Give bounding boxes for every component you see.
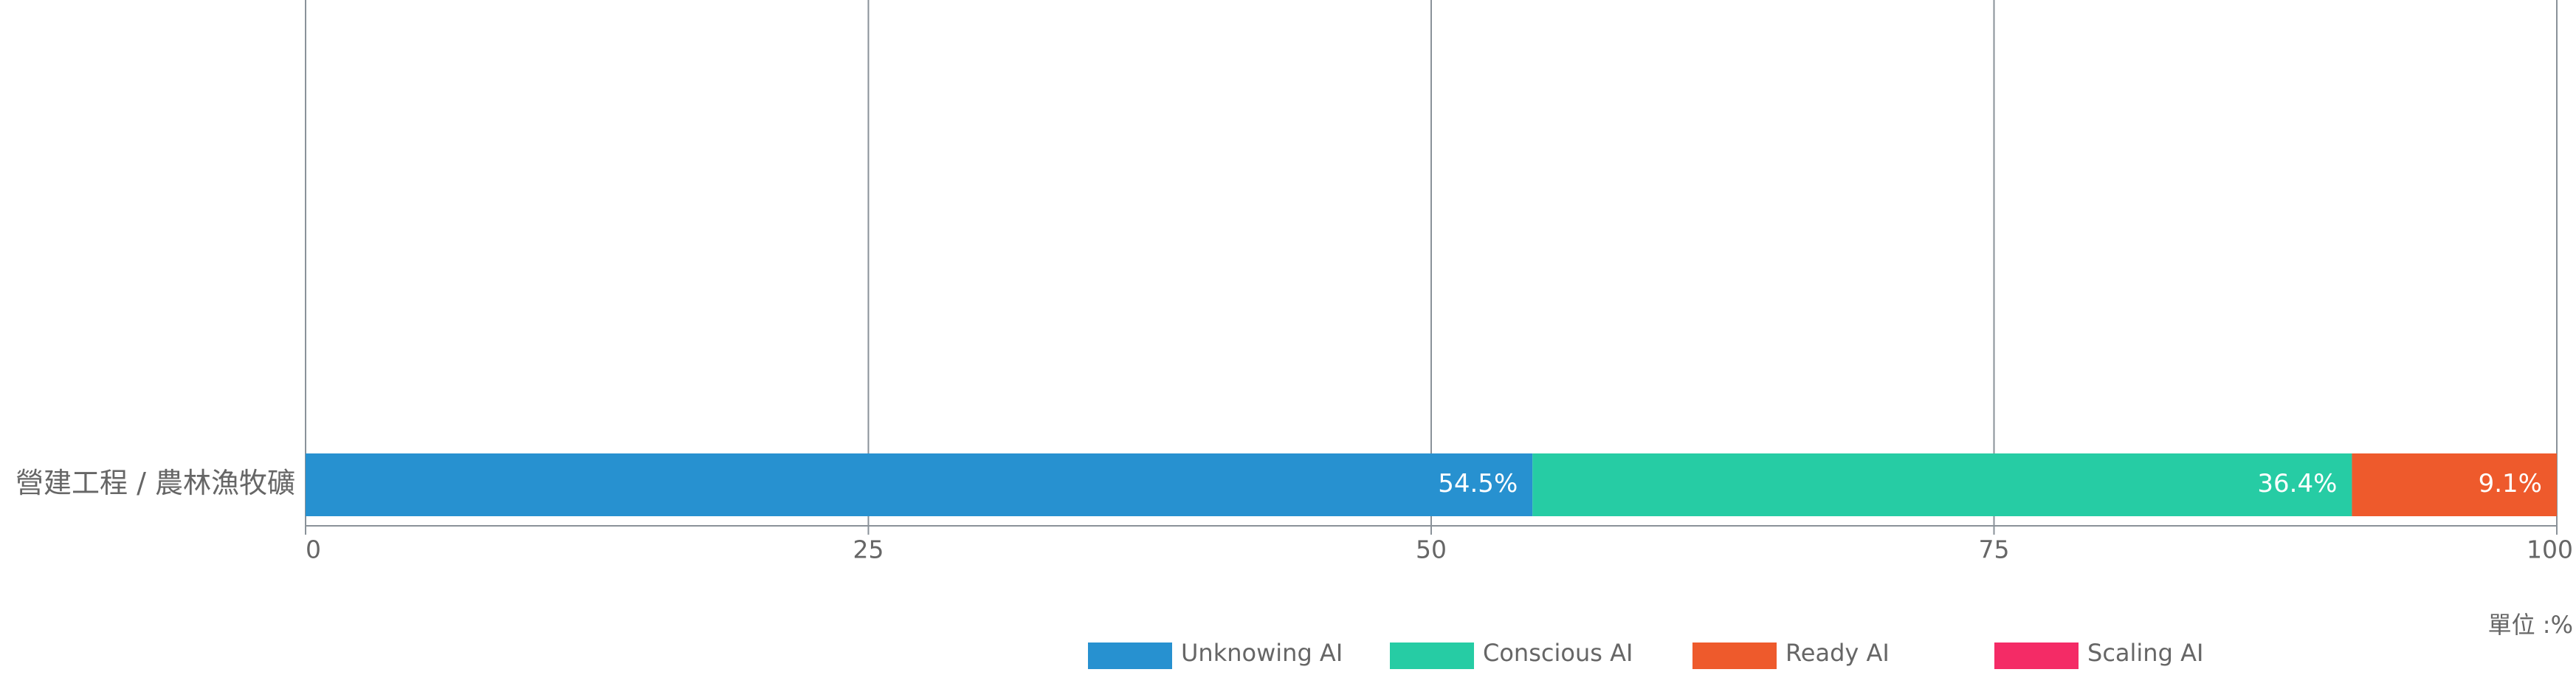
x-tick-label: 25 [853,535,884,564]
legend-swatch [1692,643,1777,669]
x-tick-label: 100 [2527,535,2573,564]
x-tick-label: 0 [306,535,321,564]
legend-label: Ready AI [1785,639,1890,667]
y-tick-label: 營建工程 / 農林漁牧礦 [16,467,295,499]
legend-label: Unknowing AI [1181,639,1343,667]
unit-label: 單位 :% [2488,611,2573,639]
bar-segment [2352,453,2557,516]
legend-label: Conscious AI [1483,639,1633,667]
bar-segment [1532,453,2352,516]
legend-swatch [1088,643,1172,669]
legend-swatch [1390,643,1474,669]
value-label: 54.5% [1438,469,1518,498]
value-label: 9.1% [2479,469,2542,498]
value-label: 36.4% [2257,469,2337,498]
x-tick-label: 75 [1979,535,2010,564]
bar-segment [306,453,1533,516]
x-tick-label: 50 [1416,535,1447,564]
legend-swatch [1994,643,2079,669]
legend-label: Scaling AI [2087,639,2203,667]
